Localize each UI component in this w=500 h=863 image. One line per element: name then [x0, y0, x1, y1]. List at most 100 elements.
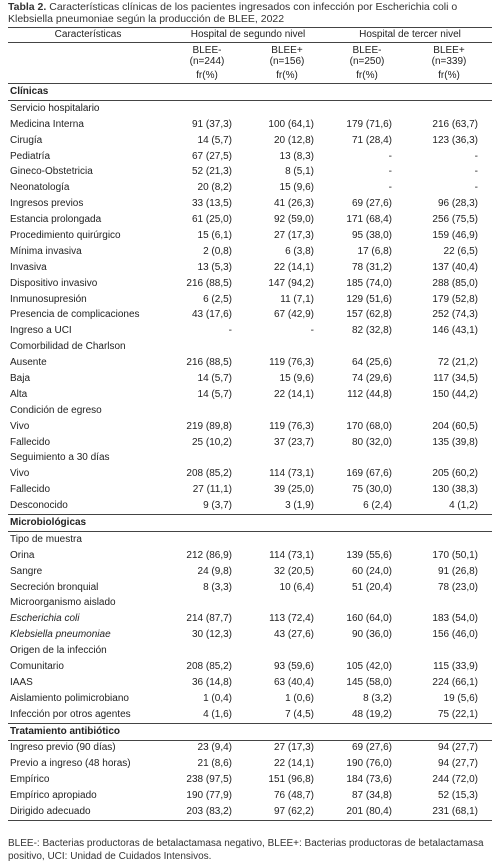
column-header: BLEE+ (n=156) — [246, 43, 328, 70]
header-row: Características Hospital de segundo nivel… — [8, 27, 492, 43]
value-cell: 179 (71,6) — [346, 118, 392, 130]
value-cell: 72 (21,2) — [437, 357, 478, 369]
column-header-line: BLEE- — [192, 45, 222, 56]
value-cell: 22 (14,1) — [273, 388, 314, 400]
value-cell: 170 (68,0) — [346, 420, 392, 432]
header-cell — [8, 69, 168, 84]
value-cell: 114 (73,1) — [269, 468, 314, 480]
row-label: Fallecido — [10, 436, 51, 448]
unit-header: fr(%) — [328, 69, 406, 84]
table-body: Clínicas Servicio hospitalario Medicina In… — [8, 83, 492, 821]
value-cell: 33 (13,5) — [191, 198, 232, 210]
data-row: Ingreso a UCI - - 82 (32,8) 146 (43,1) — [8, 323, 492, 339]
value-cell: 212 (86,9) — [186, 549, 232, 561]
value-cell: 75 (30,0) — [351, 484, 392, 496]
value-cell: 119 (76,3) — [269, 357, 314, 369]
value-cell: 208 (85,2) — [186, 661, 232, 672]
value-cell: 105 (42,0) — [346, 661, 392, 672]
value-cell: 43 (27,6) — [273, 629, 314, 641]
value-cell: 94 (27,7) — [437, 758, 478, 770]
data-row: Medicina Interna 91 (37,3) 100 (64,1) 179 (… — [8, 117, 492, 133]
header-row: BLEE- (n=244) BLEE+ (n=156) BLEE- (n=250) BLEE… — [8, 43, 492, 70]
value-cell: 6 (2,4) — [363, 500, 392, 512]
section-row: Microbiológicas — [8, 514, 492, 532]
data-row: Fallecido 25 (10,2) 37 (23,7) 80 (32,0) 135 … — [8, 435, 492, 451]
data-row: Secreción bronquial 8 (3,3) 10 (6,4) 51 (20… — [8, 580, 492, 596]
column-header: BLEE- (n=250) — [328, 43, 406, 70]
data-row: Sangre 24 (9,8) 32 (20,5) 60 (24,0) 91 (26,8… — [8, 564, 492, 580]
row-label: Servicio hospitalario — [10, 102, 100, 114]
value-cell: 36 (14,8) — [191, 676, 232, 688]
value-cell: 90 (36,0) — [351, 629, 392, 641]
value-cell: 91 (26,8) — [437, 565, 478, 577]
value-cell: 96 (28,3) — [437, 198, 478, 210]
value-cell: 114 (73,1) — [269, 549, 314, 561]
row-label: Orina — [10, 549, 35, 561]
value-cell: 184 (73,6) — [346, 774, 392, 786]
value-cell: 170 (50,1) — [432, 549, 478, 561]
value-cell: 22 (14,1) — [273, 758, 314, 770]
value-cell: 71 (28,4) — [351, 134, 392, 146]
row-label: Inmunosupresión — [10, 293, 87, 305]
value-cell: 67 (42,9) — [273, 309, 314, 321]
document: Tabla 2. Características clínicas de los… — [8, 1, 492, 863]
subgroup-row: Seguimiento a 30 días — [8, 450, 492, 466]
value-cell: 15 (6,1) — [197, 229, 232, 241]
value-cell: 256 (75,5) — [432, 214, 478, 226]
value-cell: 216 (63,7) — [432, 118, 478, 130]
value-cell: 129 (51,6) — [346, 293, 392, 305]
value-cell: 205 (60,2) — [432, 468, 478, 480]
row-label: Origen de la infección — [10, 645, 107, 657]
column-header-line: BLEE- — [352, 45, 382, 56]
row-label: Escherichia coli — [10, 613, 80, 625]
row-label: Aislamiento polimicrobiano — [10, 692, 129, 704]
section-title: Clínicas — [8, 83, 492, 101]
value-cell: 216 (88,5) — [186, 357, 232, 369]
value-cell: 169 (67,6) — [346, 468, 392, 480]
row-label: Mínima invasiva — [10, 245, 82, 257]
value-cell: - — [388, 182, 392, 194]
value-cell: 224 (66,1) — [432, 676, 478, 688]
value-cell: 20 (12,8) — [273, 134, 314, 146]
value-cell: 51 (20,4) — [351, 581, 392, 593]
value-cell: 113 (72,4) — [269, 613, 314, 625]
value-cell: 69 (27,6) — [351, 742, 392, 754]
value-cell: 1 (0,4) — [203, 692, 232, 704]
value-cell: 67 (27,5) — [191, 150, 232, 162]
value-cell: 15 (9,6) — [279, 182, 314, 194]
value-cell: 7 (4,5) — [285, 708, 314, 720]
value-cell: 137 (40,4) — [432, 261, 478, 273]
data-row: Previo a ingreso (48 horas) 21 (8,6) 22 (1… — [8, 756, 492, 772]
value-cell: 201 (80,4) — [328, 804, 406, 821]
row-label: Comorbilidad de Charlson — [10, 341, 126, 353]
value-cell: - — [474, 182, 478, 194]
value-cell: 19 (5,6) — [443, 692, 478, 704]
row-label: Cirugía — [10, 134, 43, 146]
value-cell: 100 (64,1) — [268, 118, 314, 130]
row-label: Secreción bronquial — [10, 581, 99, 593]
value-cell: 61 (25,0) — [191, 214, 232, 226]
header-cell: Características — [8, 27, 168, 43]
row-label: Vivo — [10, 468, 30, 480]
value-cell: 75 (22,1) — [437, 708, 478, 720]
row-label: Alta — [10, 388, 28, 400]
value-cell: 22 (6,5) — [443, 245, 478, 257]
unit-header: fr(%) — [246, 69, 328, 84]
value-cell: 231 (68,1) — [406, 804, 492, 821]
value-cell: 119 (76,3) — [269, 420, 314, 432]
row-label: IAAS — [10, 676, 33, 688]
subgroup-row: Condición de egreso — [8, 403, 492, 419]
data-row: Baja 14 (5,7) 15 (9,6) 74 (29,6) 117 (34,5) — [8, 371, 492, 387]
data-table: Características Hospital de segundo nivel… — [8, 27, 492, 821]
data-row: Ingresos previos 33 (13,5) 41 (26,3) 69 (27… — [8, 196, 492, 212]
data-row: Empírico 238 (97,5) 151 (96,8) 184 (73,6) 24… — [8, 772, 492, 788]
value-cell: 78 (31,2) — [351, 261, 392, 273]
value-cell: 139 (55,6) — [346, 549, 392, 561]
row-label: Klebsiella pneumoniae — [10, 629, 111, 641]
value-cell: 93 (59,6) — [273, 661, 314, 672]
value-cell: 123 (36,3) — [432, 134, 478, 146]
value-cell: 115 (33,9) — [433, 661, 478, 672]
footnote: BLEE-: Bacterias productoras de betalact… — [8, 837, 484, 862]
value-cell: 22 (14,1) — [273, 261, 314, 273]
